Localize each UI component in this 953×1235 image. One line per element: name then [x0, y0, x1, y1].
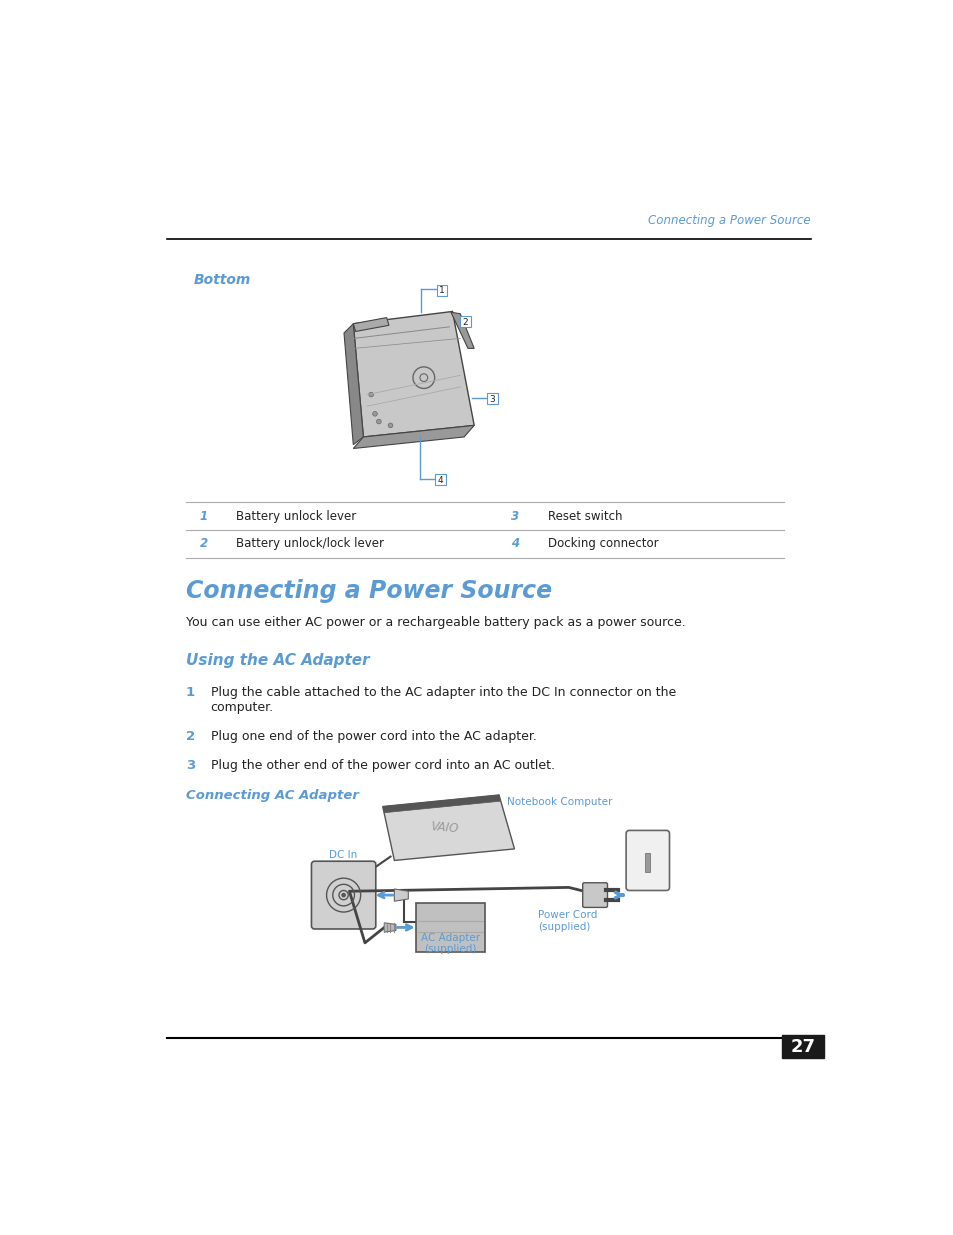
Text: 1: 1 [438, 287, 444, 295]
Text: Battery unlock lever: Battery unlock lever [236, 510, 356, 522]
Bar [645, 852, 649, 872]
Text: Plug the cable attached to the AC adapter into the DC In connector on the
comput: Plug the cable attached to the AC adapte… [211, 685, 676, 714]
Polygon shape [382, 795, 500, 813]
Circle shape [369, 393, 373, 396]
Text: Docking connector: Docking connector [547, 537, 658, 551]
Circle shape [341, 893, 346, 898]
Text: 4: 4 [511, 537, 519, 551]
Text: Notebook Computer: Notebook Computer [506, 798, 612, 808]
FancyBboxPatch shape [311, 861, 375, 929]
Text: Reset switch: Reset switch [547, 510, 621, 522]
Polygon shape [451, 312, 474, 348]
Text: Connecting a Power Source: Connecting a Power Source [186, 579, 552, 604]
Text: Using the AC Adapter: Using the AC Adapter [186, 652, 369, 668]
Text: DC In: DC In [329, 850, 357, 860]
FancyBboxPatch shape [436, 285, 447, 295]
Circle shape [388, 424, 393, 427]
Polygon shape [384, 923, 395, 932]
FancyBboxPatch shape [486, 394, 497, 404]
Text: You can use either AC power or a rechargeable battery pack as a power source.: You can use either AC power or a recharg… [186, 616, 685, 630]
Polygon shape [353, 425, 474, 448]
Text: VAIO: VAIO [430, 820, 458, 835]
Text: Power Cord
(supplied): Power Cord (supplied) [537, 910, 597, 932]
FancyBboxPatch shape [416, 903, 484, 952]
FancyBboxPatch shape [582, 883, 607, 908]
FancyBboxPatch shape [435, 474, 445, 485]
Text: 3: 3 [186, 758, 195, 772]
Text: 4: 4 [436, 475, 442, 484]
Text: 2: 2 [461, 317, 467, 327]
FancyBboxPatch shape [625, 830, 669, 890]
Text: Plug the other end of the power cord into an AC outlet.: Plug the other end of the power cord int… [211, 758, 554, 772]
Polygon shape [353, 311, 474, 437]
Polygon shape [344, 324, 363, 445]
Polygon shape [394, 889, 408, 902]
Bar [781, 1035, 823, 1058]
Text: Bottom: Bottom [193, 273, 251, 287]
Text: Connecting AC Adapter: Connecting AC Adapter [186, 789, 358, 802]
Text: Battery unlock/lock lever: Battery unlock/lock lever [236, 537, 384, 551]
Polygon shape [353, 317, 389, 331]
Polygon shape [382, 795, 514, 861]
Text: 1: 1 [186, 685, 194, 699]
Text: 3: 3 [511, 510, 519, 522]
Circle shape [373, 411, 377, 416]
Text: 27: 27 [789, 1037, 815, 1056]
FancyBboxPatch shape [459, 316, 470, 327]
Text: AC Adapter
(supplied): AC Adapter (supplied) [420, 932, 479, 955]
Text: 3: 3 [489, 395, 495, 404]
Text: Connecting a Power Source: Connecting a Power Source [647, 214, 810, 227]
Circle shape [376, 419, 381, 424]
Text: 2: 2 [186, 730, 194, 743]
Text: 2: 2 [199, 537, 208, 551]
Text: 1: 1 [199, 510, 208, 522]
Text: Plug one end of the power cord into the AC adapter.: Plug one end of the power cord into the … [211, 730, 536, 743]
